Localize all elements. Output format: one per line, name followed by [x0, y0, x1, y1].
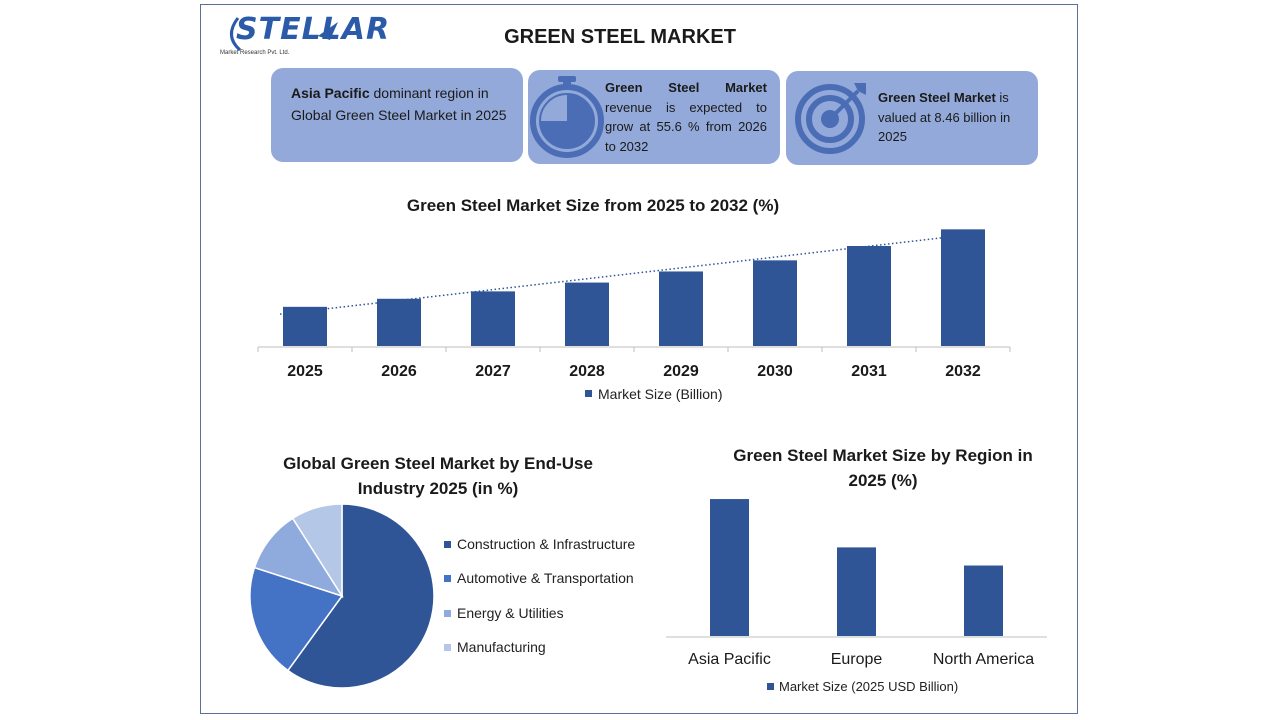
legend-label: Automotive & Transportation — [457, 570, 634, 586]
legend-label: Construction & Infrastructure — [457, 536, 636, 552]
pie-legend-item: Construction & Infrastructure — [444, 536, 635, 552]
card-bold: Green Steel Market — [878, 90, 996, 105]
page-title: GREEN STEEL MARKET — [504, 26, 736, 48]
legend-label: Manufacturing — [457, 639, 546, 655]
card-text: is valued at 8.46 billion in 2025 — [878, 90, 1011, 144]
stellar-logo: STELLAR Market Research Pvt. Ltd. — [218, 6, 389, 62]
legend-swatch — [444, 643, 451, 651]
stopwatch-icon — [530, 76, 604, 158]
info-card-value: Green Steel Market is valued at 8.46 bil… — [786, 71, 1038, 165]
legend-swatch — [444, 574, 451, 582]
pie-legend-item: Automotive & Transportation — [444, 570, 634, 586]
card-text: dominant region in Global Green Steel Ma… — [291, 85, 507, 123]
card-bold: Green Steel Market — [605, 80, 767, 95]
logo-subtitle: Market Research Pvt. Ltd. — [220, 50, 290, 56]
target-icon — [795, 83, 866, 154]
legend-swatch — [444, 609, 451, 617]
card-text-block: Green Steel Market is valued at 8.46 bil… — [878, 88, 1028, 147]
legend-label: Energy & Utilities — [457, 605, 564, 621]
card-text-block: Green Steel Market revenue is expected t… — [605, 78, 767, 156]
pie-legend-item: Manufacturing — [444, 639, 546, 655]
pie-legend-item: Energy & Utilities — [444, 605, 564, 621]
legend-swatch — [444, 540, 451, 548]
info-card-region: Asia Pacific dominant region in Global G… — [271, 68, 523, 162]
logo-name: STELLAR — [236, 12, 391, 47]
info-card-growth: Green Steel Market revenue is expected t… — [528, 70, 780, 164]
card-bold: Asia Pacific — [291, 85, 370, 101]
card-text: revenue is expected to grow at 55.6 % fr… — [605, 99, 767, 154]
